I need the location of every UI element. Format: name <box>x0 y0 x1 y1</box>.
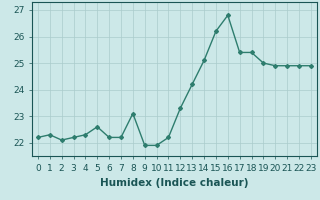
X-axis label: Humidex (Indice chaleur): Humidex (Indice chaleur) <box>100 178 249 188</box>
